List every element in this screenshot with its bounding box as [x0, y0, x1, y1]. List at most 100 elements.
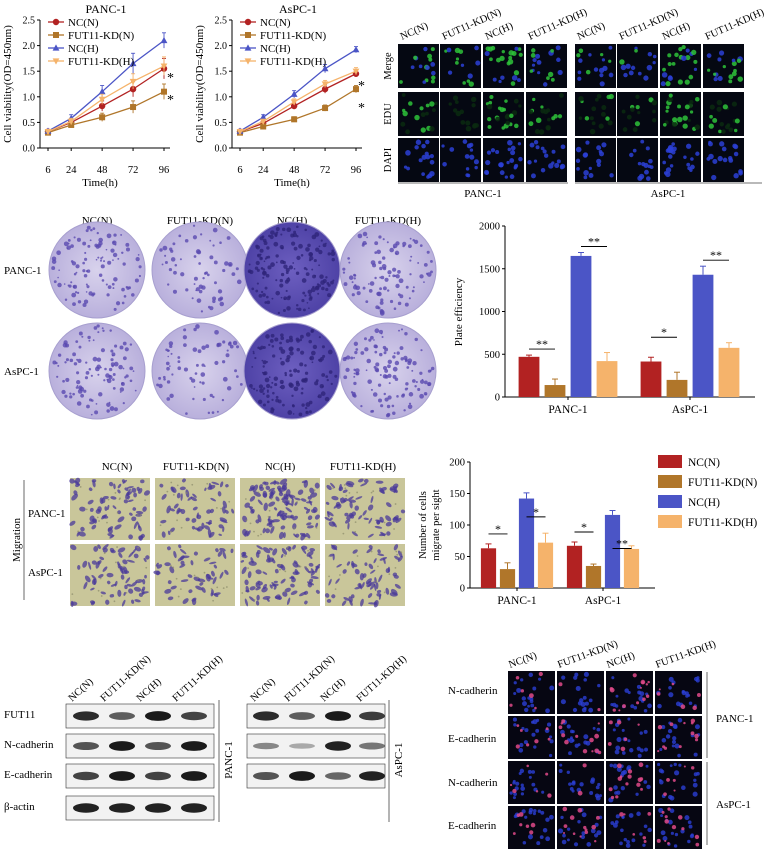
cadherin-signal [664, 819, 669, 824]
y-axis-label: Cell viability(OD=450nm) [2, 25, 14, 143]
cell-nucleus [593, 67, 599, 72]
cell-nucleus [716, 99, 723, 106]
colony [112, 378, 115, 381]
membrane-pore [293, 527, 296, 529]
colony [256, 282, 259, 285]
colony [379, 300, 384, 305]
colony [321, 373, 326, 377]
migrated-cell [373, 600, 379, 608]
colony [225, 353, 230, 358]
y-tick-label: 150 [449, 489, 465, 500]
series-line [47, 39, 165, 132]
cell-nucleus [429, 159, 435, 165]
data-point [160, 36, 168, 44]
membrane-pore [354, 521, 357, 524]
cadherin-signal [608, 787, 613, 792]
migrated-cell [284, 587, 291, 593]
colony [289, 351, 294, 356]
colony [65, 377, 70, 382]
cell-nucleus [578, 48, 584, 54]
colony [76, 401, 82, 406]
nucleus [592, 726, 596, 730]
cell-nucleus [672, 117, 678, 123]
nucleus [596, 727, 601, 732]
migrated-cell [262, 492, 268, 498]
colony [261, 371, 264, 374]
colony [275, 279, 278, 282]
migrated-cell [217, 550, 223, 557]
cadherin-signal [632, 673, 637, 678]
cell-nucleus [694, 124, 701, 130]
data-point [98, 102, 106, 110]
cell-nucleus [560, 144, 566, 150]
y-tick-label: 0 [495, 393, 500, 404]
migrated-cell [79, 506, 86, 512]
x-tick-label: PANC-1 [548, 404, 587, 416]
cell-nucleus [418, 64, 423, 69]
colony [404, 332, 408, 336]
colony [100, 264, 105, 269]
migrated-cell [191, 525, 196, 530]
colony [414, 385, 417, 388]
cell-nucleus [533, 159, 538, 163]
cadherin-signal [662, 745, 666, 749]
colony [65, 358, 69, 362]
migrated-cell [125, 577, 131, 584]
migrated-cell [120, 574, 125, 580]
cell-nucleus [421, 172, 425, 176]
y-tick-label: 2000 [479, 222, 500, 233]
migrated-cell [134, 599, 141, 603]
colony [198, 262, 201, 265]
colony [321, 385, 324, 388]
nucleus [614, 791, 618, 795]
protein-band [145, 803, 171, 813]
colony [72, 352, 77, 357]
cadherin-signal [526, 764, 530, 768]
colony [273, 241, 279, 247]
colony [353, 341, 359, 346]
colony [272, 354, 276, 358]
migrated-cell [248, 560, 257, 566]
cell-nucleus [509, 158, 515, 163]
legend-swatch [658, 495, 682, 508]
colony [419, 371, 423, 375]
cell-nucleus [689, 99, 694, 105]
migrated-cell [101, 514, 107, 520]
colony [288, 382, 293, 387]
cell-nucleus [634, 121, 641, 127]
bars-layer [480, 492, 640, 588]
colony [291, 241, 296, 246]
nucleus [630, 704, 635, 709]
data-point [322, 105, 329, 112]
cell-nucleus [513, 98, 519, 104]
cell-nucleus [583, 152, 589, 158]
migrated-cell [368, 563, 374, 570]
migrated-cell [180, 493, 183, 501]
membrane-pore [257, 491, 260, 494]
colony [375, 305, 380, 310]
colony [353, 356, 356, 359]
colony [391, 404, 395, 408]
nucleus [638, 695, 644, 702]
membrane-pore [79, 486, 82, 488]
nucleus [513, 792, 517, 797]
cell-nucleus [555, 45, 561, 51]
nucleus [668, 685, 672, 690]
migrated-cell [346, 561, 351, 566]
cell-nucleus [731, 61, 737, 67]
colony-formation-panel: NC(N) FUT11-KD(N) NC(H) FUT11-KD(H) PANC… [4, 215, 437, 420]
migrated-cell [78, 531, 86, 537]
membrane-pore [212, 599, 215, 602]
row-label: E-cadherin [448, 733, 497, 745]
colony [315, 379, 319, 383]
colony [189, 376, 193, 380]
migrated-cell [361, 582, 365, 589]
cell-nucleus [601, 105, 607, 111]
migrated-cell [346, 496, 354, 501]
legend-swatch [658, 455, 682, 468]
colony [121, 301, 125, 305]
migrated-cell [176, 492, 181, 499]
column-header: NC(H) [265, 461, 296, 473]
column-header: FUT11-KD(H) [330, 461, 397, 473]
colony [165, 361, 170, 366]
